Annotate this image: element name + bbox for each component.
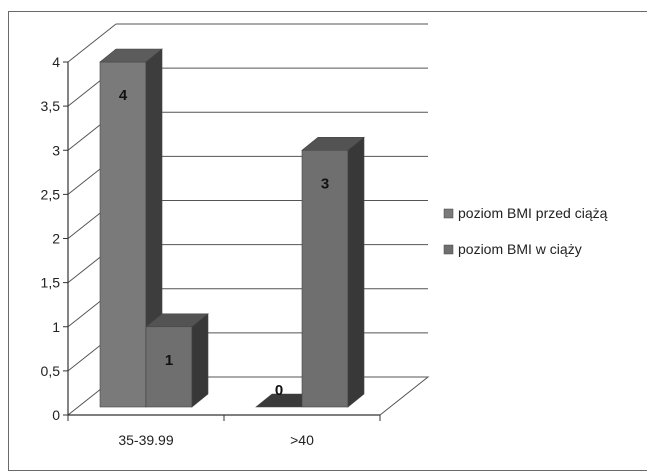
bar-side <box>191 313 209 408</box>
bar-top <box>99 48 163 63</box>
legend-swatch <box>443 244 454 255</box>
y-tick-label: 1 <box>52 319 60 335</box>
legend-label: poziom BMI przed ciążą <box>458 205 608 221</box>
y-axis-ticks: 0 0,5 1 1,5 2 2,5 3 3,5 4 <box>41 54 68 423</box>
data-label: 0 <box>275 382 283 399</box>
bar-top <box>145 313 209 328</box>
x-axis-categories: 35-39.99 >40 <box>118 432 314 448</box>
bar-chart: 0 0,5 1 1,5 2 2,5 3 3,5 4 4 0 1 3 35-39.99 >40 pozio… <box>41 23 608 448</box>
y-tick-label: 0,5 <box>41 363 61 379</box>
bar <box>301 149 349 408</box>
y-tick-label: 2,5 <box>41 186 61 202</box>
bar <box>145 326 193 408</box>
bars <box>99 48 365 408</box>
y-tick-label: 0 <box>52 407 60 423</box>
x-category-label: 35-39.99 <box>118 432 173 448</box>
bar <box>99 61 147 408</box>
legend-swatch <box>443 208 454 219</box>
bar-side <box>347 136 365 408</box>
y-tick-label: 3,5 <box>41 98 61 114</box>
data-label: 1 <box>165 352 173 369</box>
data-labels: 4 0 1 3 <box>119 87 329 399</box>
y-tick-label: 1,5 <box>41 275 61 291</box>
y-tick-label: 3 <box>52 142 60 158</box>
x-category-label: >40 <box>290 432 314 448</box>
data-label: 4 <box>119 87 128 104</box>
data-label: 3 <box>321 175 329 192</box>
y-tick-label: 2 <box>52 231 60 247</box>
legend-label: poziom BMI w ciąży <box>458 241 582 257</box>
legend: poziom BMI przed ciążą poziom BMI w ciąży <box>443 205 608 257</box>
bar-top <box>301 136 365 151</box>
y-tick-label: 4 <box>52 54 60 70</box>
gridline-side <box>67 23 117 63</box>
